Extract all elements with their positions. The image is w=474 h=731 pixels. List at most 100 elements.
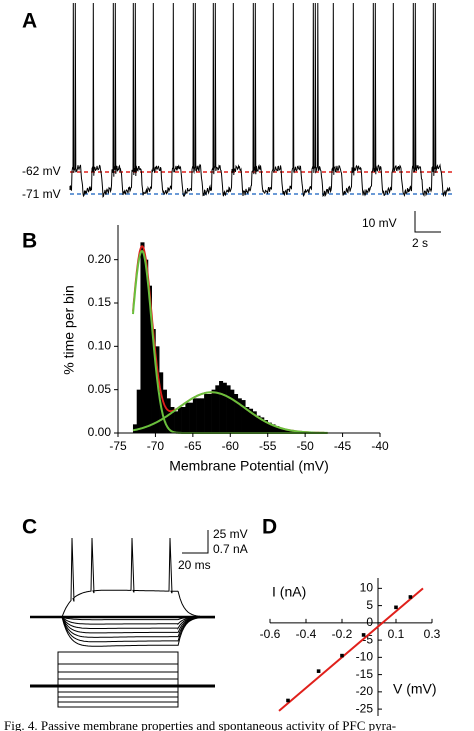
- x-tick-label: -70: [147, 439, 165, 453]
- response-trace: [30, 616, 215, 643]
- panel-label: D: [262, 516, 277, 539]
- bar: [211, 389, 216, 433]
- bar: [185, 402, 190, 433]
- scale-label: 25 mV: [213, 527, 248, 541]
- bar: [282, 428, 287, 433]
- bar: [162, 389, 167, 433]
- x-tick-label: -0.4: [296, 627, 317, 641]
- y-tick-label: 5: [366, 598, 373, 612]
- y-tick-label: -15: [356, 667, 374, 681]
- bar: [230, 389, 235, 433]
- scale-label: 2 s: [412, 236, 428, 250]
- bar: [278, 427, 283, 433]
- scale-label: 20 ms: [178, 558, 211, 572]
- bar: [196, 398, 201, 433]
- y-tick-label: 10: [360, 581, 374, 595]
- y-tick-label: 0.05: [88, 382, 112, 396]
- level-label: -71 mV: [22, 187, 61, 201]
- x-tick-label: -75: [109, 439, 127, 453]
- bar: [204, 394, 209, 433]
- bar: [241, 400, 246, 433]
- x-tick-label: -55: [259, 439, 277, 453]
- bar: [170, 407, 175, 433]
- y-tick-label: 0.20: [88, 252, 112, 266]
- x-axis-label: V (mV): [393, 681, 437, 697]
- x-axis-label: Membrane Potential (mV): [169, 458, 329, 474]
- current-step: [57, 678, 179, 686]
- bar: [136, 389, 141, 433]
- y-tick-label: 0: [366, 615, 373, 629]
- x-tick-label: -40: [371, 439, 389, 453]
- y-tick-label: -5: [362, 632, 373, 646]
- x-tick-label: -50: [296, 439, 314, 453]
- voltage-trace: [69, 2, 451, 198]
- x-tick-label: -60: [222, 439, 240, 453]
- bar: [174, 411, 179, 433]
- y-axis-label: % time per bin: [61, 285, 77, 374]
- fit-curve: [132, 391, 328, 434]
- caption: Fig. 4. Passive membrane properties and …: [4, 718, 396, 731]
- response-trace: [30, 616, 215, 626]
- bar: [260, 417, 265, 433]
- response-trace: [30, 616, 215, 634]
- bar: [226, 385, 231, 433]
- response-trace: [61, 537, 201, 618]
- bar: [189, 402, 194, 433]
- panel-label: A: [22, 10, 37, 33]
- bar: [132, 424, 138, 433]
- bar: [192, 398, 197, 433]
- y-tick-label: -20: [356, 684, 374, 698]
- fit-line: [278, 587, 424, 712]
- y-tick-label: 0.15: [88, 295, 112, 309]
- point: [394, 605, 398, 610]
- bar: [275, 426, 280, 433]
- x-tick-label: -45: [334, 439, 352, 453]
- bar: [234, 394, 239, 433]
- bar: [181, 407, 186, 433]
- y-tick-label: -25: [356, 701, 374, 715]
- response-trace: [30, 616, 215, 631]
- current-step: [57, 651, 179, 686]
- current-step: [57, 686, 179, 703]
- scale-bar: [414, 211, 441, 233]
- point: [316, 669, 321, 673]
- scale-bar: [182, 530, 209, 554]
- response-trace: [30, 616, 215, 638]
- level-label: -62 mV: [22, 164, 61, 178]
- response-trace: [30, 616, 215, 621]
- y-axis-label: I (nA): [272, 584, 306, 600]
- bar: [271, 424, 276, 433]
- bar: [151, 329, 156, 433]
- bar: [252, 411, 257, 433]
- bar: [207, 394, 212, 433]
- bar: [200, 398, 205, 433]
- current-step: [57, 686, 179, 708]
- point: [361, 633, 366, 637]
- current-step: [57, 663, 179, 686]
- y-tick-label: 0.00: [88, 425, 112, 439]
- y-tick-label: -10: [356, 650, 374, 664]
- scale-label: 10 mV: [362, 216, 397, 230]
- bar: [249, 408, 254, 433]
- panel-label: B: [22, 230, 37, 253]
- response-trace: [30, 616, 215, 647]
- bar: [286, 429, 291, 433]
- bar: [147, 285, 152, 433]
- point: [286, 698, 290, 703]
- bar: [256, 415, 261, 433]
- bar: [267, 422, 272, 433]
- bar: [215, 385, 220, 433]
- bar: [222, 382, 227, 433]
- x-tick-label: 0.3: [424, 627, 441, 641]
- x-tick-label: 0.1: [388, 627, 405, 641]
- bar: [219, 381, 224, 433]
- bar: [140, 242, 145, 433]
- bar: [263, 420, 269, 433]
- panel-label: C: [22, 516, 37, 539]
- bar: [144, 259, 149, 433]
- bar: [245, 407, 250, 433]
- bar: [237, 398, 242, 433]
- y-tick-label: 0.10: [88, 339, 112, 353]
- point: [408, 595, 413, 599]
